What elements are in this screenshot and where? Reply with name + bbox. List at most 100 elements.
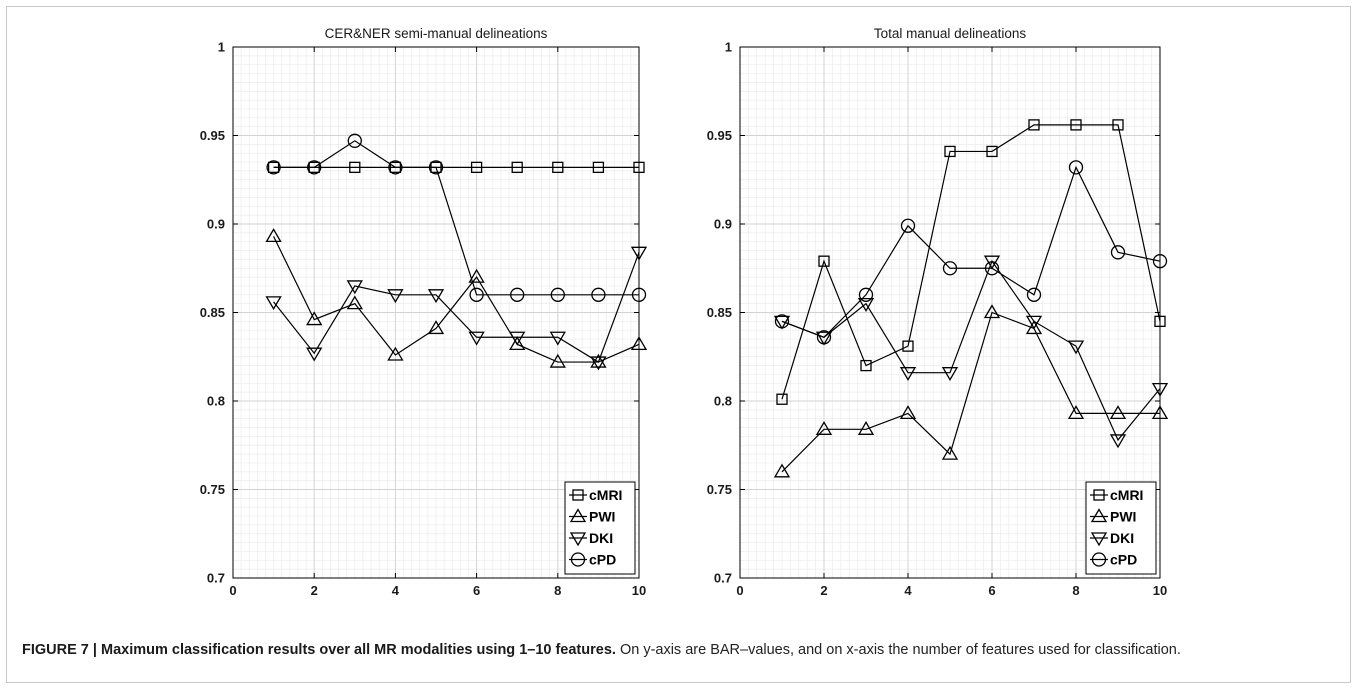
data-point-cpd [858,287,874,302]
data-point-pwi [630,336,648,351]
y-tick-label: 0.9 [714,217,732,232]
series-dki [265,246,648,371]
data-point-pwi [899,405,917,420]
y-tick-label: 0.95 [707,128,732,143]
series-cpd [266,133,647,302]
legend-marker-cmri [1093,489,1105,501]
x-tick-label: 10 [1153,583,1167,598]
x-tick-label: 4 [904,583,912,598]
data-point-dki [630,246,648,261]
data-point-dki [815,331,833,346]
data-point-cmri [1028,119,1040,131]
series-line-cmri [781,124,1161,400]
data-point-pwi [590,353,607,368]
data-point-cmri [349,161,361,174]
series-pwi [265,228,648,368]
figure-caption: FIGURE 7 | Maximum classification result… [22,639,1342,661]
y-tick-label: 0.7 [207,571,225,586]
legend-marker-pwi [569,508,587,523]
data-point-cpd [591,287,606,302]
data-point-cpd [266,160,281,175]
data-point-dki [265,296,282,311]
data-point-cpd [942,261,958,276]
x-tick-label: 0 [736,583,743,598]
data-point-pwi [387,346,404,361]
legend-label-cpd: cPD [589,552,616,568]
x-tick-label: 10 [632,583,646,598]
data-point-pwi [815,421,833,435]
series-dki [773,255,1169,449]
data-point-pwi [265,228,282,243]
y-tick-label: 1 [725,40,732,55]
y-tick-label: 1 [218,40,225,55]
chart-title: Total manual delineations [874,26,1027,41]
series-line-cpd [781,165,1161,338]
data-point-pwi [468,268,485,283]
legend-label-dki: DKI [1110,530,1134,546]
data-point-pwi [427,320,445,335]
chart-title: CER&NER semi-manual delineations [325,26,548,41]
data-point-pwi [1067,405,1085,420]
data-point-pwi [1151,405,1169,420]
legend: cMRI PWI DKI cPD [564,481,636,575]
data-point-cmri [592,161,605,174]
data-point-cmri [470,161,483,174]
data-point-dki [306,347,323,362]
data-point-pwi [773,463,791,478]
data-point-pwi [1109,405,1127,420]
data-point-dki [1025,315,1043,330]
x-tick-label: 8 [1072,583,1079,598]
data-point-cpd [1110,245,1126,260]
data-point-dki [899,367,917,381]
data-point-cpd [550,287,565,302]
data-point-cmri [944,145,956,158]
data-point-cmri [633,161,645,174]
data-point-dki [857,297,875,312]
data-point-dki [468,331,485,346]
x-tick-label: 8 [554,583,561,598]
series-line-dki [781,259,1161,442]
data-point-dki [549,331,566,346]
data-point-cmri [1070,119,1082,131]
data-point-cmri [1154,315,1166,328]
x-tick-label: 6 [473,583,480,598]
y-tick-label: 0.75 [200,482,225,497]
x-tick-label: 2 [820,583,827,598]
data-point-pwi [306,311,323,326]
chart-panel-1: 0 2 4 6 8 10 0.7 0.75 0.8 0.85 0.9 0.95 1 CER&NER sem… [200,26,648,598]
legend-marker-cmri [572,489,584,501]
chart-panel-2: 0 2 4 6 8 10 0.7 0.75 0.8 0.85 0.9 0.95 1 Total manua… [707,26,1169,598]
data-point-cpd [347,133,362,148]
y-tick-label: 0.85 [200,305,225,320]
data-point-cmri [986,145,998,158]
data-point-dki [346,280,363,295]
data-point-cpd [428,160,444,175]
data-point-cpd [631,287,647,302]
series-cmri [776,119,1166,405]
series-line-cpd [273,140,639,296]
data-point-dki [1109,434,1127,449]
x-tick-label: 6 [988,583,995,598]
data-point-dki [1151,382,1169,397]
data-point-cpd [510,287,525,302]
legend-label-dki: DKI [589,530,613,546]
data-point-cmri [818,255,830,267]
data-point-cpd [388,160,403,175]
data-point-dki [1067,340,1085,355]
legend-label-cpd: cPD [1110,552,1137,568]
x-tick-label: 4 [392,583,400,598]
data-point-cpd [984,261,1000,276]
data-point-cmri [1112,119,1124,131]
legend-marker-dki [569,532,587,547]
legend: cMRI PWI DKI cPD [1085,481,1157,575]
data-point-pwi [346,295,363,310]
data-point-dki [941,367,959,381]
data-point-cpd [774,314,790,329]
series-cpd [774,160,1168,345]
x-tick-label: 0 [229,583,236,598]
data-point-dki [387,289,404,304]
legend-label-pwi: PWI [1110,509,1136,525]
y-tick-label: 0.9 [207,217,225,232]
data-point-cpd [1068,160,1084,175]
